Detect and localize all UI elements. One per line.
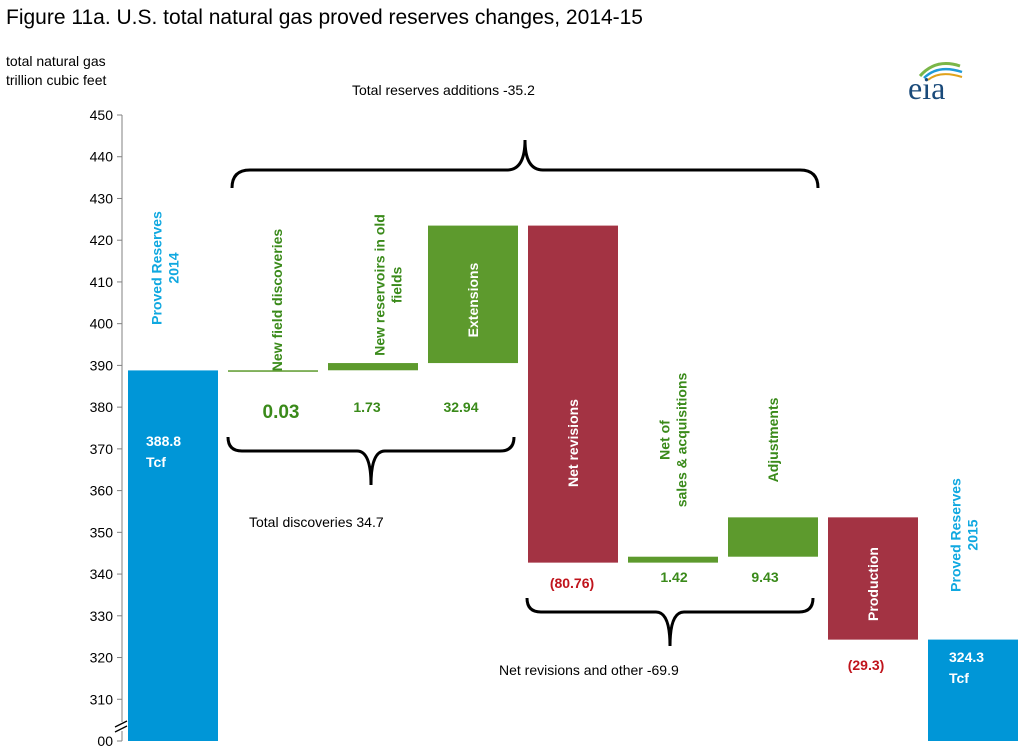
bar-category-label: Proved Reserves 2014 bbox=[149, 211, 182, 325]
bar-category-label-line: New field discoveries bbox=[269, 229, 285, 372]
y-axis-label: total natural gas trillion cubic feet bbox=[6, 52, 106, 90]
bar-category-label: New reservoirs in old fields bbox=[372, 214, 405, 356]
bar-category-label-line: fields bbox=[389, 267, 405, 304]
bar-category-label-line: Proved Reserves bbox=[948, 478, 964, 592]
y-tick-label: 400 bbox=[90, 316, 114, 332]
y-axis-label-line: trillion cubic feet bbox=[6, 72, 107, 88]
axis-break-mark bbox=[114, 720, 128, 728]
bar-category-label: New field discoveries bbox=[269, 229, 285, 372]
bar-value-label: 324.3 bbox=[949, 649, 984, 665]
y-tick-label: 430 bbox=[90, 190, 114, 206]
bar-value-label: 1.42 bbox=[660, 569, 687, 585]
bar-category-label: Proved Reserves 2015 bbox=[948, 478, 981, 592]
bar-category-label-line: Net revisions bbox=[565, 399, 581, 487]
bar-value-label: 32.94 bbox=[443, 399, 478, 415]
logo-arc-blue bbox=[923, 67, 963, 79]
bar-category-label: Net revisions bbox=[565, 399, 581, 487]
bar bbox=[528, 225, 618, 563]
bar-category-label-line: sales & acquisitions bbox=[674, 372, 690, 507]
y-tick-label: 340 bbox=[90, 566, 114, 582]
y-tick-label: 320 bbox=[90, 650, 114, 666]
bar bbox=[928, 639, 1018, 741]
y-tick-label: 360 bbox=[90, 483, 114, 499]
bar-value-label: 1.73 bbox=[353, 399, 380, 415]
axis-break-mark bbox=[114, 725, 128, 733]
bar-category-label-line: 2015 bbox=[965, 519, 981, 550]
annotation-label: Total discoveries 34.7 bbox=[249, 514, 384, 530]
bar bbox=[328, 363, 418, 371]
bar-category-label-line: 2014 bbox=[166, 252, 182, 283]
y-tick-label: 410 bbox=[90, 274, 114, 290]
eia-logo: eia bbox=[906, 54, 966, 102]
bar-category-label-line: Extensions bbox=[465, 262, 481, 337]
annotation-brace bbox=[525, 597, 815, 647]
bar bbox=[628, 556, 718, 563]
bar-value-label: 9.43 bbox=[751, 569, 778, 585]
bars bbox=[128, 225, 1018, 741]
annotation-label: Net revisions and other -69.9 bbox=[499, 662, 679, 678]
y-tick-label: 420 bbox=[90, 232, 114, 248]
bar-value-label: 0.03 bbox=[263, 402, 300, 423]
bar-category-label: Net of sales & acquisitions bbox=[657, 372, 690, 507]
axis-break-gap bbox=[116, 722, 128, 731]
bar bbox=[428, 225, 518, 364]
bar-labels: Proved Reserves 2014 New field discoveries… bbox=[146, 211, 984, 686]
y-tick-label: 380 bbox=[90, 399, 114, 415]
y-tick-label: 370 bbox=[90, 441, 114, 457]
y-tick-label: 310 bbox=[90, 691, 114, 707]
y-tick-label: 390 bbox=[90, 357, 114, 373]
bar-unit-label: Tcf bbox=[146, 454, 166, 470]
bar-category-label-line: Production bbox=[865, 547, 881, 621]
y-tick-label: 450 bbox=[90, 107, 114, 123]
logo-arc-gold bbox=[927, 73, 963, 81]
annotation-label: Total reserves additions -35.2 bbox=[352, 82, 535, 98]
y-tick-label: 440 bbox=[90, 149, 114, 165]
bar-value-label: (80.76) bbox=[550, 575, 594, 591]
y-tick-label: 00 bbox=[97, 733, 113, 749]
y-tick-label: 350 bbox=[90, 524, 114, 540]
bar-category-label-line: New reservoirs in old bbox=[372, 214, 388, 356]
logo-text: eia bbox=[908, 70, 945, 102]
bar-unit-label: Tcf bbox=[949, 670, 969, 686]
annotation-brace bbox=[226, 436, 516, 486]
bar-category-label-line: Net of bbox=[657, 420, 673, 460]
y-axis: 00 310 320 330 340 350 360 370 380 390 400 410 420 43… bbox=[90, 107, 128, 749]
y-tick-label: 330 bbox=[90, 608, 114, 624]
bar bbox=[728, 517, 818, 557]
y-axis-label-line: total natural gas bbox=[6, 53, 106, 69]
braces: Total reserves additions -35.2 Total disc… bbox=[226, 82, 820, 678]
bar-category-label: Adjustments bbox=[765, 397, 781, 482]
bar bbox=[228, 370, 318, 372]
bar-category-label-line: Proved Reserves bbox=[149, 211, 165, 325]
annotation-brace bbox=[230, 139, 820, 189]
bar-category-label: Extensions bbox=[465, 262, 481, 337]
bar-category-label-line: Adjustments bbox=[765, 397, 781, 482]
bar-value-label: (29.3) bbox=[848, 657, 885, 673]
logo-arc-green bbox=[918, 62, 961, 78]
chart-title: Figure 11a. U.S. total natural gas prove… bbox=[6, 6, 643, 29]
bar-value-label: 388.8 bbox=[146, 433, 181, 449]
bar-category-label: Production bbox=[865, 547, 881, 621]
bar bbox=[828, 517, 918, 640]
bar bbox=[128, 370, 218, 741]
